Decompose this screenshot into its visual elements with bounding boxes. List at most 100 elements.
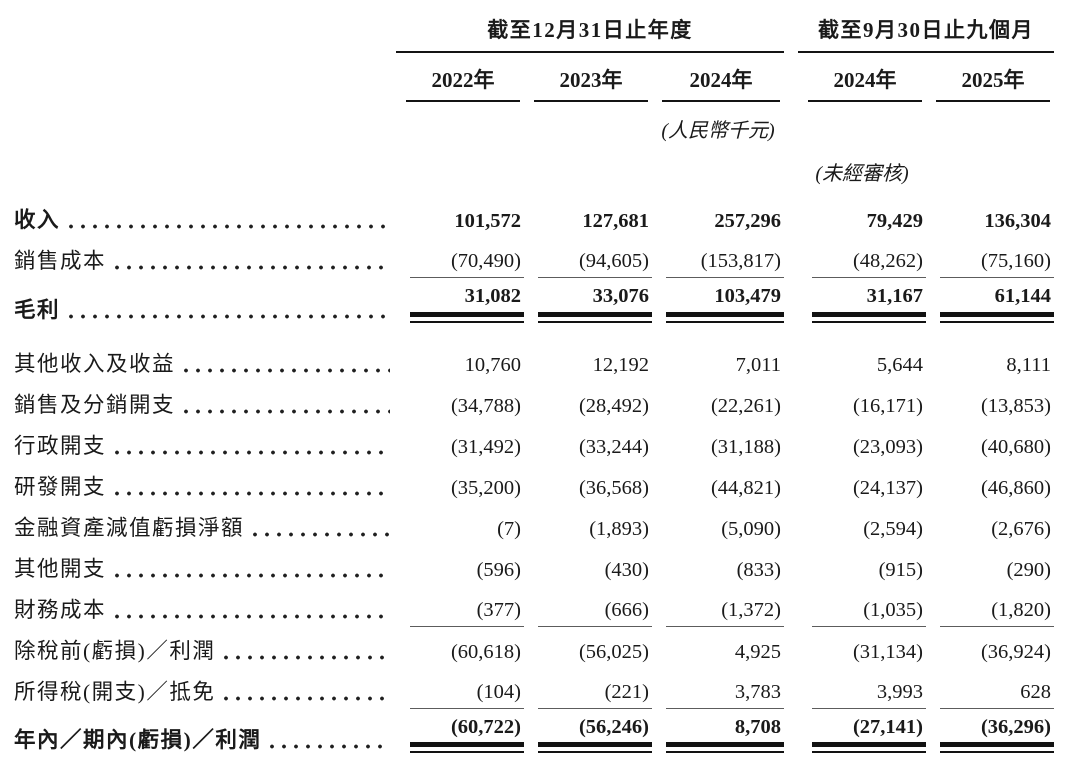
cell-value: 3,783 bbox=[666, 674, 785, 709]
dot-leader bbox=[223, 633, 390, 665]
row-label: 其他收入及收益 bbox=[14, 351, 176, 376]
cell-value: (596) bbox=[476, 559, 521, 581]
cell-value: 8,111 bbox=[1006, 354, 1052, 376]
row-label: 行政開支 bbox=[14, 433, 107, 458]
cell-value: (1,820) bbox=[940, 592, 1055, 627]
year-header-2022: 2022年 bbox=[406, 53, 520, 102]
cell-value: 8,708 bbox=[666, 709, 785, 753]
year-header-2024: 2024年 bbox=[662, 53, 781, 102]
year-header-2024-9m: 2024年 bbox=[808, 53, 923, 102]
table-row: 以下人士應佔： bbox=[14, 757, 1054, 771]
table-row: 所得稅(開支)／抵免 (104) (221) 3,783 3,993 628 bbox=[14, 668, 1055, 709]
cell-value: (915) bbox=[878, 559, 924, 581]
cell-value: (290) bbox=[1006, 559, 1052, 581]
table-row: 金融資產減值虧損淨額 (7) (1,893) (5,090) (2,594) (2,676… bbox=[14, 504, 1054, 545]
cell-value: 5,644 bbox=[876, 354, 924, 376]
row-label: 收入 bbox=[14, 208, 61, 232]
cell-value: (48,262) bbox=[812, 243, 927, 278]
group-header-row: 截至12月31日止年度 截至9月30日止九個月 bbox=[14, 12, 1055, 53]
row-label: 銷售及分銷開支 bbox=[14, 392, 176, 417]
cell-value: (13,853) bbox=[980, 395, 1052, 417]
table-row: 行政開支 (31,492) (33,244) (31,188) (23,093) (40,… bbox=[14, 422, 1054, 463]
cell-value: (35,200) bbox=[450, 477, 521, 499]
financial-table: 截至12月31日止年度 截至9月30日止九個月 2022年 2023年 2024… bbox=[14, 12, 1055, 771]
cell-value: (1,035) bbox=[812, 592, 927, 627]
cell-value: 7,011 bbox=[735, 354, 782, 376]
col-group-nine-month: 截至9月30日止九個月 bbox=[798, 12, 1055, 53]
row-label: 其他開支 bbox=[14, 556, 107, 581]
cell-value: (666) bbox=[538, 592, 652, 627]
table-row: 收入 101,572 127,681 257,296 79,429 136,304 bbox=[14, 196, 1054, 237]
unaudited-note-row: (未經審核) bbox=[14, 145, 1054, 196]
cell-value: (94,605) bbox=[538, 243, 652, 278]
cell-value: 10,760 bbox=[464, 354, 521, 376]
cell-value: (75,160) bbox=[940, 243, 1055, 278]
dot-leader bbox=[183, 346, 390, 378]
cell-value: (23,093) bbox=[852, 436, 924, 458]
table-row: 財務成本 (377) (666) (1,372) (1,035) (1,820) bbox=[14, 586, 1055, 627]
cell-value: (40,680) bbox=[980, 436, 1052, 458]
cell-value: (2,594) bbox=[863, 518, 924, 540]
cell-value: (31,188) bbox=[710, 436, 782, 458]
cell-value: (377) bbox=[410, 592, 524, 627]
table-row: 研發開支 (35,200) (36,568) (44,821) (24,137) (46,… bbox=[14, 463, 1054, 504]
cell-value: 31,082 bbox=[410, 278, 524, 323]
dot-leader bbox=[114, 428, 390, 460]
dot-leader bbox=[68, 203, 390, 234]
cell-value: 79,429 bbox=[866, 210, 924, 233]
dot-leader bbox=[114, 592, 390, 624]
cell-value: (36,924) bbox=[980, 641, 1052, 663]
cell-value: (31,134) bbox=[852, 641, 924, 663]
cell-value: (104) bbox=[410, 674, 524, 709]
cell-value: (24,137) bbox=[852, 477, 924, 499]
dot-leader bbox=[114, 244, 390, 275]
unit-note-row: (人民幣千元) bbox=[14, 102, 1054, 145]
cell-value: (1,372) bbox=[666, 592, 785, 627]
cell-value: (2,676) bbox=[991, 518, 1052, 540]
cell-value: (27,141) bbox=[812, 709, 927, 753]
table-row: 銷售成本 (70,490) (94,605) (153,817) (48,262) (75… bbox=[14, 237, 1055, 278]
cell-value: (22,261) bbox=[710, 395, 782, 417]
cell-value: (31,492) bbox=[450, 436, 521, 458]
row-label: 除稅前(虧損)／利潤 bbox=[14, 638, 216, 663]
table-row: 除稅前(虧損)／利潤 (60,618) (56,025) 4,925 (31,134) (… bbox=[14, 627, 1054, 668]
cell-value: 12,192 bbox=[592, 354, 649, 376]
year-header-row: 2022年 2023年 2024年 2024年 2025年 bbox=[14, 53, 1054, 102]
cell-value: 136,304 bbox=[984, 210, 1052, 233]
cell-value: (56,025) bbox=[578, 641, 649, 663]
table-row: 其他開支 (596) (430) (833) (915) (290) bbox=[14, 545, 1054, 586]
dot-leader bbox=[114, 551, 390, 583]
cell-value: 257,296 bbox=[714, 210, 782, 233]
unaudited-note: (未經審核) bbox=[815, 163, 909, 185]
cell-value: (70,490) bbox=[410, 243, 524, 278]
dot-leader bbox=[68, 292, 390, 324]
year-header-2025: 2025年 bbox=[936, 53, 1051, 102]
table-row: 其他收入及收益 10,760 12,192 7,011 5,644 8,111 bbox=[14, 327, 1054, 381]
cell-value: (36,296) bbox=[940, 709, 1055, 753]
cell-value: 127,681 bbox=[582, 210, 649, 233]
row-label: 財務成本 bbox=[14, 597, 107, 622]
cell-value: (5,090) bbox=[721, 518, 782, 540]
cell-value: (28,492) bbox=[578, 395, 649, 417]
cell-value: (7) bbox=[497, 518, 521, 540]
cell-value: (44,821) bbox=[710, 477, 782, 499]
cell-value: (34,788) bbox=[450, 395, 521, 417]
cell-value: (221) bbox=[538, 674, 652, 709]
cell-value: (1,893) bbox=[589, 518, 649, 540]
cell-value: (153,817) bbox=[666, 243, 785, 278]
row-label: 所得稅(開支)／抵免 bbox=[14, 679, 216, 704]
cell-value: 61,144 bbox=[940, 278, 1055, 323]
cell-value: (833) bbox=[736, 559, 782, 581]
dot-leader bbox=[114, 469, 390, 501]
row-label: 研發開支 bbox=[14, 474, 107, 499]
dot-leader bbox=[269, 723, 390, 755]
cell-value: (33,244) bbox=[578, 436, 649, 458]
cell-value: 33,076 bbox=[538, 278, 652, 323]
cell-value: 628 bbox=[940, 674, 1055, 709]
cell-value: 4,925 bbox=[734, 641, 782, 663]
cell-value: (56,246) bbox=[538, 709, 652, 753]
row-label: 毛利 bbox=[14, 297, 61, 322]
cell-value: 101,572 bbox=[454, 210, 521, 233]
table-row: 年內／期內(虧損)／利潤 (60,722) (56,246) 8,708 (27,141… bbox=[14, 709, 1055, 758]
